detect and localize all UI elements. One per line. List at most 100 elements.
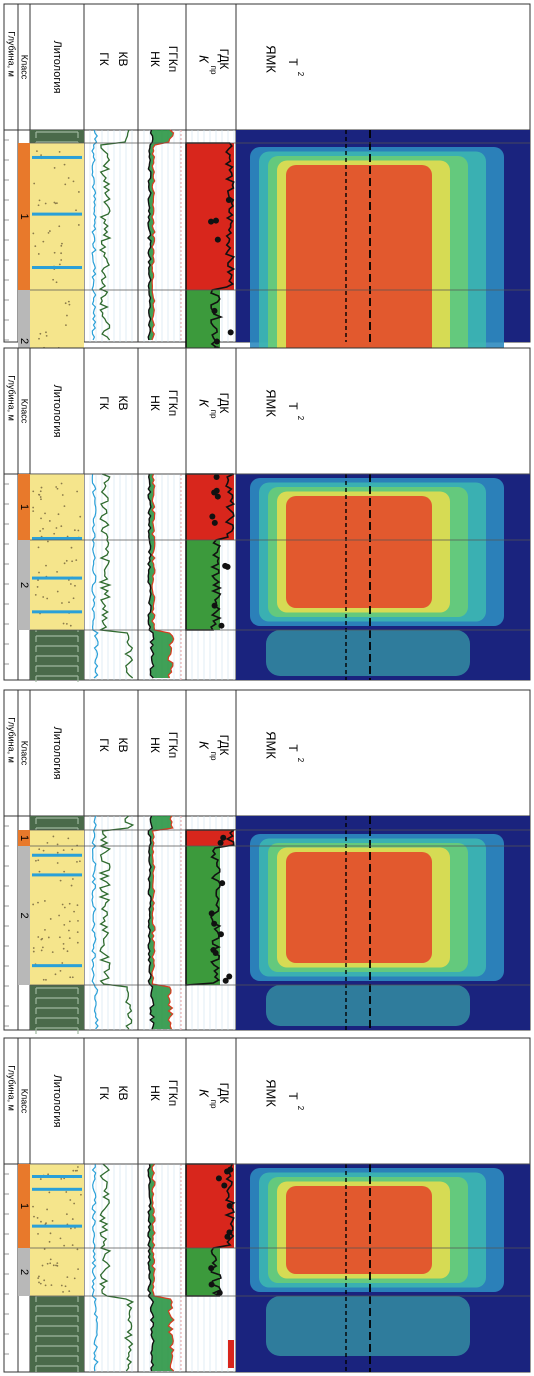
sand-dot [60,525,63,528]
sand-dot [43,1279,46,1282]
gdk-point [211,602,218,609]
nk-ggkp-fill [148,474,174,678]
gdk-point [208,218,215,225]
class-1-label: 1 [18,835,30,841]
sand-dot [73,529,76,532]
sand-dot [46,841,49,844]
sand-dot [37,1233,39,1235]
sand-dot [32,903,35,906]
sand-interval [30,474,84,630]
sand-dot [56,862,59,864]
class-2-label: 2 [18,338,30,344]
calcite-stringer [32,212,82,216]
t2-lower-band [266,1296,470,1356]
sand-dot [53,532,56,535]
sand-dot [59,1237,62,1240]
gk-curve [91,815,99,1030]
sand-dot [75,559,78,562]
sand-dot [76,941,79,944]
sand-interval [30,1164,84,1296]
nk-header: НК [148,1085,162,1101]
sand-dot [76,490,79,493]
sand-dot [49,1232,52,1235]
class-2-label: 2 [18,1269,30,1275]
sand-dot [61,602,63,604]
sand-dot [63,562,66,565]
t2-subscript: 2 [296,758,305,763]
sand-dot [45,1222,47,1225]
depth-header: Глубина, м [7,31,17,77]
sand-dot [74,1169,77,1172]
sand-dot [44,1284,47,1287]
kpr-subscript: пр [209,752,218,761]
sand-dot [71,878,74,880]
gdk-green-fill [186,846,220,985]
sand-dot [65,1191,68,1193]
sand-dot [73,910,75,913]
log-panel-4: Глубина, м Класс Литология ГК КВ НК ГГКп КпрГДК… [3,1037,531,1373]
sand-dot [39,1282,42,1285]
gdk-point [212,950,219,957]
sand-dot [71,848,74,851]
sand-dot [39,490,42,493]
gdk-point [209,513,216,520]
sand-dot [40,517,42,520]
sand-dot [74,584,76,587]
sand-dot [60,244,63,247]
sand-dot [32,1205,34,1208]
sand-dot [38,337,40,340]
nk-curve [147,129,154,341]
sand-dot [40,498,42,501]
shale-pattern [35,1027,79,1034]
ggkp-curve [151,815,174,1030]
sand-dot [54,202,57,205]
kpr-header: К [197,1089,212,1098]
sand-dot [32,490,35,493]
sand-dot [72,180,75,183]
sand-dot [61,242,63,245]
gk-header: ГК [97,396,111,410]
sand-interval [30,830,84,985]
sand-dot [68,1290,71,1292]
ggkp-header: ГГКп [166,46,180,72]
gdk-curve [185,829,236,986]
sand-dot [50,1284,53,1287]
sand-dot [38,1275,40,1278]
gdk-point [211,920,218,927]
kpr-subscript: пр [209,66,218,75]
gdk-header: ГДК [217,735,231,756]
ggkp-header: ГГКп [166,732,180,758]
sand-dot [75,209,77,212]
sand-dot [45,564,47,567]
sand-dot [69,1199,72,1201]
sand-dot [61,962,64,964]
kpr-subscript: пр [209,1100,218,1109]
sand-dot [66,950,69,953]
sand-dot [39,496,42,498]
kv-curve [98,1163,135,1372]
sand-dot [56,1264,59,1267]
sand-dot [61,494,64,496]
sand-dot [44,928,46,931]
sand-dot [42,596,45,598]
gdk-point [222,977,229,984]
sand-dot [69,583,72,585]
shale-pattern [35,817,79,824]
sand-dot [60,482,63,485]
sand-dot [40,486,43,489]
class-1-band [18,830,30,846]
sand-dot [64,1285,67,1288]
sand-dot [68,303,71,306]
sand-dot [51,1220,54,1222]
gdk-point [225,197,232,204]
sand-dot [63,870,66,873]
sand-dot [60,259,63,261]
sand-dot [77,529,80,532]
kv-curve [98,815,135,1030]
sand-dot [56,570,58,573]
sand-dot [53,167,56,169]
sand-dot [59,969,62,972]
nk-curve [147,815,156,1030]
class-2-label: 2 [18,582,30,588]
gdk-tail [228,1340,234,1368]
